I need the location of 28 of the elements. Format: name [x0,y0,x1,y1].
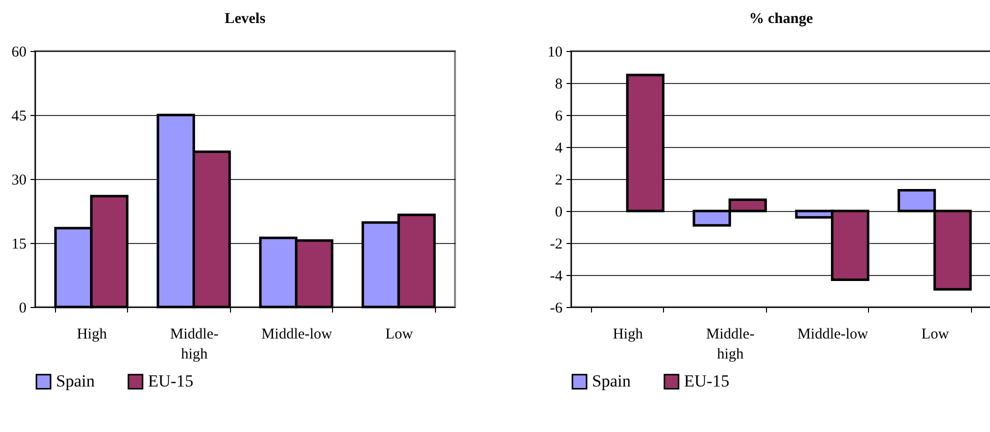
y-tick-label: 8 [555,76,562,92]
y-tick-label: 15 [12,236,26,252]
x-tick-label: Low [921,326,950,342]
x-tick-label: Low [385,326,414,342]
y-tick-label: 0 [555,204,562,220]
x-tick-label: Middle-low [261,326,332,342]
legend-label: EU-15 [684,372,730,391]
legend-label: Spain [592,372,632,391]
y-tick-label: -6 [550,300,563,316]
y-tick-label: 60 [12,44,26,60]
y-tick-label: -4 [550,268,563,284]
y-tick-label: 2 [555,172,562,188]
y-tick-label: 30 [12,172,26,188]
y-tick-label: 6 [555,108,563,124]
y-tick-label: 10 [548,44,562,60]
x-tick-label: Middle-high [170,326,218,362]
chart-title: Levels [224,11,266,27]
x-tick-label: High [76,326,108,342]
y-tick-label: 45 [12,108,26,124]
x-tick-label: High [612,326,644,342]
chart-title: % change [749,11,814,27]
x-tick-label: Middle-low [797,326,868,342]
legend-label: EU-15 [148,372,194,391]
x-tick-label: Middle-high [706,326,754,362]
y-tick-label: 0 [19,300,26,316]
y-tick-label: 4 [555,140,563,156]
legend-label: Spain [56,372,96,391]
y-tick-label: -2 [550,236,562,252]
